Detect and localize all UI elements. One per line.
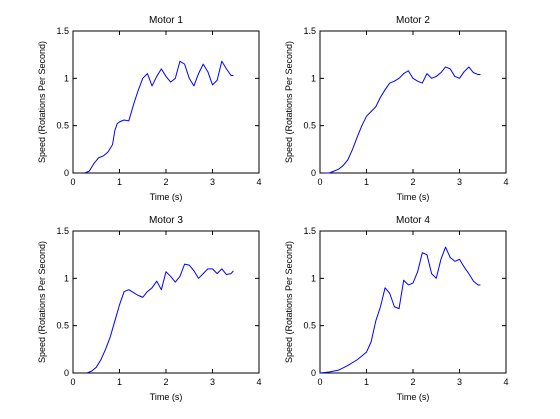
chart-title: Motor 1 [149,15,183,26]
x-tick-label: 4 [503,377,508,387]
x-axis-label: Time (s) [150,392,183,402]
plot-area [73,231,259,373]
y-tick-label: 1.5 [303,226,316,236]
x-tick-label: 1 [117,177,122,187]
plot-area [320,31,506,173]
y-tick-label: 0.5 [303,121,316,131]
x-axis-label: Time (s) [397,192,430,202]
x-tick-label: 3 [210,377,215,387]
y-axis-label: Speed (Rotations Per Second) [284,241,294,363]
x-tick-label: 2 [163,377,168,387]
y-tick-label: 1 [64,273,69,283]
x-tick-label: 3 [210,177,215,187]
x-tick-label: 4 [256,177,261,187]
y-tick-label: 1 [311,273,316,283]
y-tick-label: 1.5 [56,26,69,36]
y-tick-label: 0.5 [56,121,69,131]
plot-area [320,231,506,373]
x-tick-label: 1 [364,177,369,187]
y-tick-label: 1.5 [56,226,69,236]
x-tick-label: 3 [457,177,462,187]
y-axis-label: Speed (Rotations Per Second) [284,41,294,163]
y-tick-label: 0.5 [56,321,69,331]
x-tick-label: 2 [410,377,415,387]
y-tick-label: 1 [64,73,69,83]
y-tick-label: 0 [64,368,69,378]
chart-title: Motor 4 [396,215,430,226]
y-axis-label: Speed (Rotations Per Second) [37,41,47,163]
x-tick-label: 2 [163,177,168,187]
x-tick-label: 2 [410,177,415,187]
x-tick-label: 0 [70,177,75,187]
x-tick-label: 0 [70,377,75,387]
x-tick-label: 1 [364,377,369,387]
chart-title: Motor 2 [396,15,430,26]
y-axis-label: Speed (Rotations Per Second) [37,241,47,363]
y-tick-label: 1.5 [303,26,316,36]
y-tick-label: 0.5 [303,321,316,331]
plot-area [73,31,259,173]
chart-title: Motor 3 [149,215,183,226]
y-tick-label: 0 [311,368,316,378]
y-tick-label: 1 [311,73,316,83]
x-axis-label: Time (s) [397,392,430,402]
x-tick-label: 0 [317,177,322,187]
x-tick-label: 1 [117,377,122,387]
x-tick-label: 4 [503,177,508,187]
y-tick-label: 0 [64,168,69,178]
x-tick-label: 4 [256,377,261,387]
y-tick-label: 0 [311,168,316,178]
x-tick-label: 3 [457,377,462,387]
x-tick-label: 0 [317,377,322,387]
x-axis-label: Time (s) [150,192,183,202]
